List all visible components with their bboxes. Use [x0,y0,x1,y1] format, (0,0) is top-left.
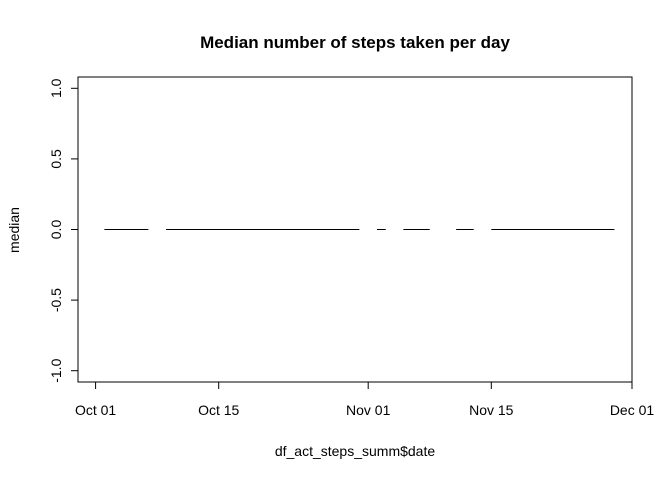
chart-title: Median number of steps taken per day [200,33,510,52]
x-axis-label: df_act_steps_summ$date [275,443,436,459]
x-tick-label: Oct 15 [198,402,239,418]
y-tick-label: 0.5 [48,149,64,169]
y-axis: -1.0 -0.5 0.0 0.5 1.0 [48,78,79,383]
y-tick-label: -1.0 [48,358,64,382]
y-tick-label: 1.0 [48,78,64,98]
x-tick-label: Nov 15 [469,402,514,418]
x-tick-label: Dec 01 [610,402,655,418]
y-tick-label: -0.5 [48,288,64,312]
x-tick-label: Oct 01 [75,402,116,418]
y-tick-label: 0.0 [48,220,64,240]
y-axis-label: median [6,207,22,253]
x-axis: Oct 01 Oct 15 Nov 01 Nov 15 Dec 01 [75,381,655,418]
x-tick-label: Nov 01 [346,402,391,418]
